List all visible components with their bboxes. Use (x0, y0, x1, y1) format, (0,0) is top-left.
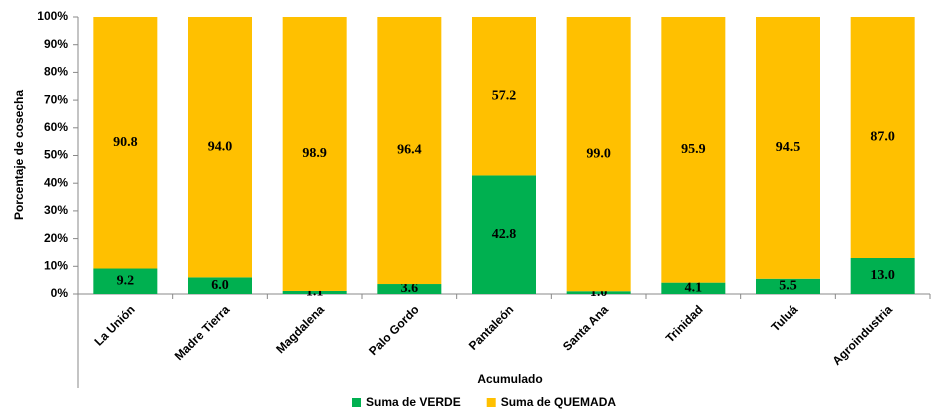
y-tick-label: 20% (44, 231, 68, 245)
legend-swatch (486, 398, 496, 407)
data-label: 57.2 (492, 88, 517, 103)
bar-segment (661, 17, 726, 283)
data-label: 90.8 (113, 135, 138, 150)
data-label: 3.6 (401, 281, 419, 296)
y-tick-label: 60% (44, 120, 68, 134)
data-label: 95.9 (681, 142, 706, 157)
data-label: 87.0 (870, 130, 895, 145)
bar-segment (188, 277, 252, 294)
bar-segment (377, 284, 442, 294)
bar-segment (850, 17, 915, 258)
bar-segment (472, 175, 536, 294)
x-tick-label: Santa Ana (560, 302, 611, 353)
x-tick-label: Agroindustria (830, 302, 896, 368)
y-tick-label: 80% (44, 65, 68, 79)
x-tick-label: Madre Tierra (172, 302, 233, 363)
data-label: 42.8 (492, 227, 517, 242)
bar-segment (566, 291, 631, 294)
x-axis-title: Acumulado (477, 372, 542, 386)
data-label: 13.0 (870, 268, 895, 283)
data-label: 94.5 (776, 140, 801, 155)
y-tick-label: 40% (44, 175, 68, 189)
legend-label: Suma de QUEMADA (501, 395, 617, 409)
data-label: 9.2 (117, 273, 135, 288)
bar-segment (282, 290, 347, 294)
x-tick-label: Palo Gordo (366, 302, 422, 358)
legend-swatch (352, 398, 361, 407)
x-tick-label: La Unión (92, 302, 138, 348)
bar-segment (93, 268, 158, 294)
x-tick-label: Magdalena (273, 302, 327, 356)
legend-label: Suma de VERDE (366, 395, 461, 409)
x-tick-label: Tuluá (768, 302, 800, 334)
bar-segment (566, 17, 631, 292)
x-tick-label: Trinidad (663, 302, 706, 345)
bar-segment (850, 257, 915, 294)
x-tick-label: Pantaleón (466, 302, 516, 352)
data-label: 99.0 (586, 146, 611, 161)
bar-segment (756, 278, 820, 294)
data-label: 6.0 (211, 278, 229, 293)
bar-segment (661, 282, 726, 294)
bar-segment (188, 17, 252, 278)
data-label: 98.9 (302, 146, 327, 161)
y-axis-title: Porcentaje de cosecha (12, 90, 26, 220)
bar-segment (93, 17, 158, 269)
y-tick-label: 70% (44, 92, 68, 106)
data-label: 96.4 (397, 143, 422, 158)
y-tick-label: 10% (44, 258, 68, 272)
y-tick-label: 100% (37, 9, 68, 23)
y-tick-label: 0% (51, 286, 69, 300)
bar-segment (377, 17, 442, 285)
data-label: 94.0 (208, 139, 233, 154)
data-label: 5.5 (779, 279, 797, 294)
y-tick-label: 30% (44, 203, 68, 217)
bar-segment (756, 17, 820, 279)
bar-segment (282, 17, 347, 291)
y-tick-label: 90% (44, 37, 68, 51)
bar-segment (472, 17, 536, 176)
y-tick-label: 50% (44, 148, 68, 162)
data-label: 4.1 (685, 281, 703, 296)
